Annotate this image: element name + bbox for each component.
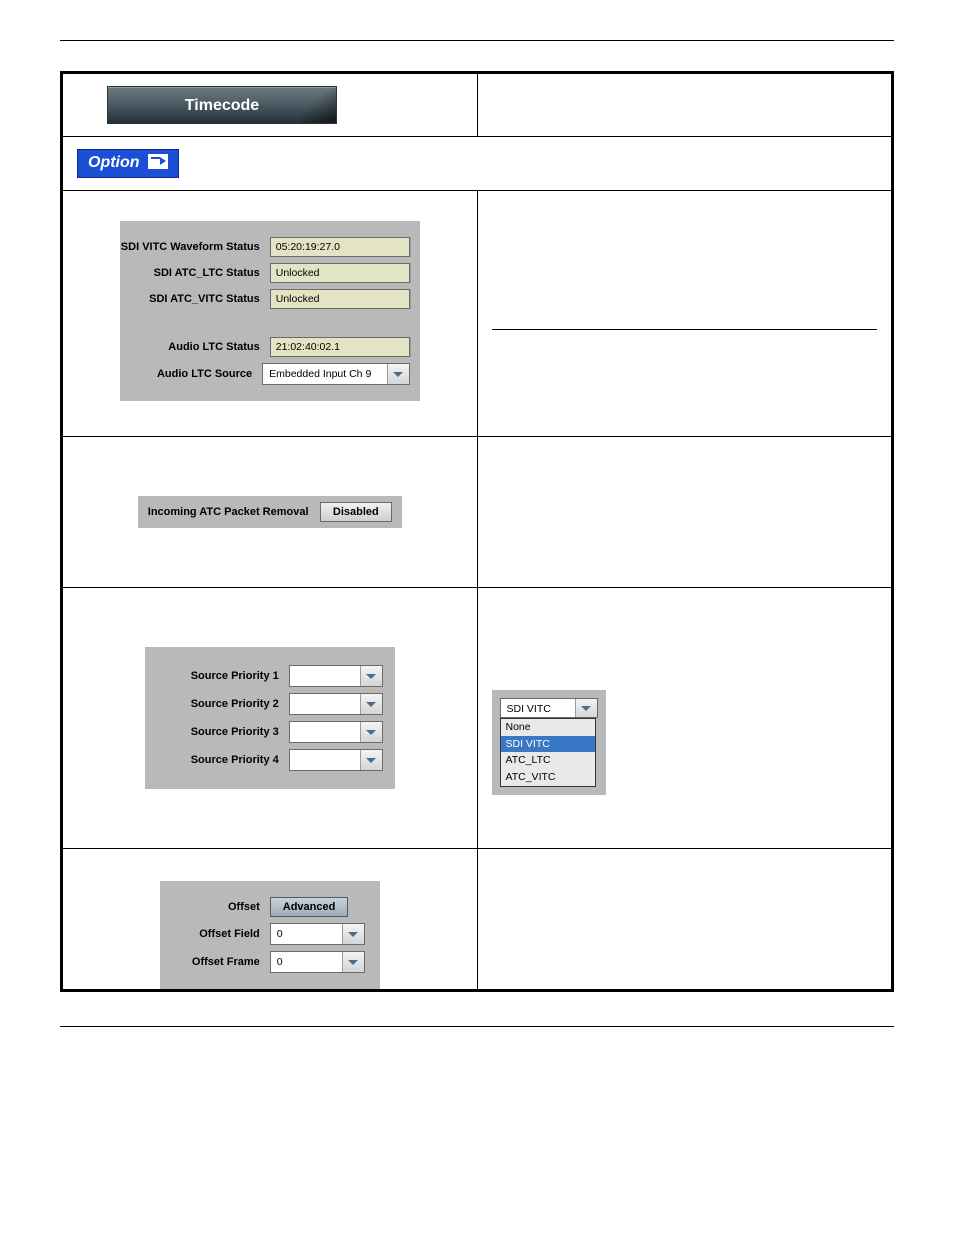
source-priority-4-label: Source Priority 4 <box>157 754 289 766</box>
option-badge[interactable]: Option <box>77 149 179 178</box>
chevron-down-icon <box>575 699 597 717</box>
offset-label: Offset <box>170 901 270 913</box>
source-priority-2-label: Source Priority 2 <box>157 698 289 710</box>
source-priority-4-select[interactable] <box>289 749 383 771</box>
chevron-down-icon <box>342 924 364 944</box>
chevron-down-icon <box>387 364 409 384</box>
offset-panel: Offset Advanced Offset Field 0 <box>160 881 380 989</box>
atc-removal-panel: Incoming ATC Packet Removal Disabled <box>138 496 402 528</box>
chevron-down-icon <box>360 694 382 714</box>
atc-removal-label: Incoming ATC Packet Removal <box>148 506 317 518</box>
priority-demo-option[interactable]: None <box>501 719 595 736</box>
offset-frame-select[interactable]: 0 <box>270 951 365 973</box>
timecode-description <box>478 74 892 92</box>
source-priority-3-label: Source Priority 3 <box>157 726 289 738</box>
option-arrow-icon <box>148 154 168 169</box>
priority-demo-option[interactable]: SDI VITC <box>501 736 595 753</box>
offset-advanced-label: Advanced <box>283 901 336 913</box>
audio-ltc-source-select[interactable]: Embedded Input Ch 9 <box>262 363 410 385</box>
offset-description <box>478 849 892 867</box>
priority-demo-select[interactable]: SDI VITC <box>500 698 598 718</box>
offset-field-select[interactable]: 0 <box>270 923 365 945</box>
atc-removal-button-label: Disabled <box>333 506 379 518</box>
chevron-down-icon <box>360 722 382 742</box>
chevron-down-icon <box>342 952 364 972</box>
sdi-atc-vitc-label: SDI ATC_VITC Status <box>120 293 270 305</box>
priority-demo-listbox[interactable]: None SDI VITC ATC_LTC ATC_VITC <box>500 718 596 787</box>
sdi-vitc-waveform-label: SDI VITC Waveform Status <box>120 241 270 253</box>
status-description <box>478 191 892 436</box>
sdi-atc-vitc-value: Unlocked <box>270 289 410 309</box>
source-priority-2-select[interactable] <box>289 693 383 715</box>
priority-dropdown-example: SDI VITC None SDI VITC ATC_LTC ATC_VITC <box>492 690 606 795</box>
sdi-atc-ltc-value: Unlocked <box>270 263 410 283</box>
page-header-rule <box>60 40 894 41</box>
offset-advanced-button[interactable]: Advanced <box>270 897 349 917</box>
main-layout-table: Timecode Option <box>60 71 894 992</box>
audio-ltc-source-label: Audio LTC Source <box>120 368 262 380</box>
atc-removal-description <box>478 437 892 455</box>
atc-removal-button[interactable]: Disabled <box>320 502 392 522</box>
priority-demo-selected: SDI VITC <box>501 699 575 717</box>
offset-frame-label: Offset Frame <box>170 956 270 968</box>
chevron-down-icon <box>360 666 382 686</box>
timecode-header-button[interactable]: Timecode <box>107 86 337 124</box>
audio-ltc-status-label: Audio LTC Status <box>120 341 270 353</box>
source-priority-1-select[interactable] <box>289 665 383 687</box>
sdi-atc-ltc-label: SDI ATC_LTC Status <box>120 267 270 279</box>
source-priority-1-label: Source Priority 1 <box>157 670 289 682</box>
offset-field-value: 0 <box>271 924 342 944</box>
priority-demo-option[interactable]: ATC_VITC <box>501 769 595 786</box>
audio-ltc-source-value: Embedded Input Ch 9 <box>263 364 387 384</box>
chevron-down-icon <box>360 750 382 770</box>
audio-ltc-status-value: 21:02:40:02.1 <box>270 337 410 357</box>
sdi-vitc-waveform-value: 05:20:19:27.0 <box>270 237 410 257</box>
offset-frame-value: 0 <box>271 952 342 972</box>
page-footer-rule <box>60 1026 894 1027</box>
source-priority-3-select[interactable] <box>289 721 383 743</box>
priority-demo-option[interactable]: ATC_LTC <box>501 752 595 769</box>
source-priority-panel: Source Priority 1 Source Priority 2 <box>145 647 395 789</box>
timecode-header-label: Timecode <box>185 97 259 114</box>
status-panel: SDI VITC Waveform Status 05:20:19:27.0 S… <box>120 221 420 401</box>
option-label: Option <box>88 154 140 171</box>
offset-field-label: Offset Field <box>170 928 270 940</box>
